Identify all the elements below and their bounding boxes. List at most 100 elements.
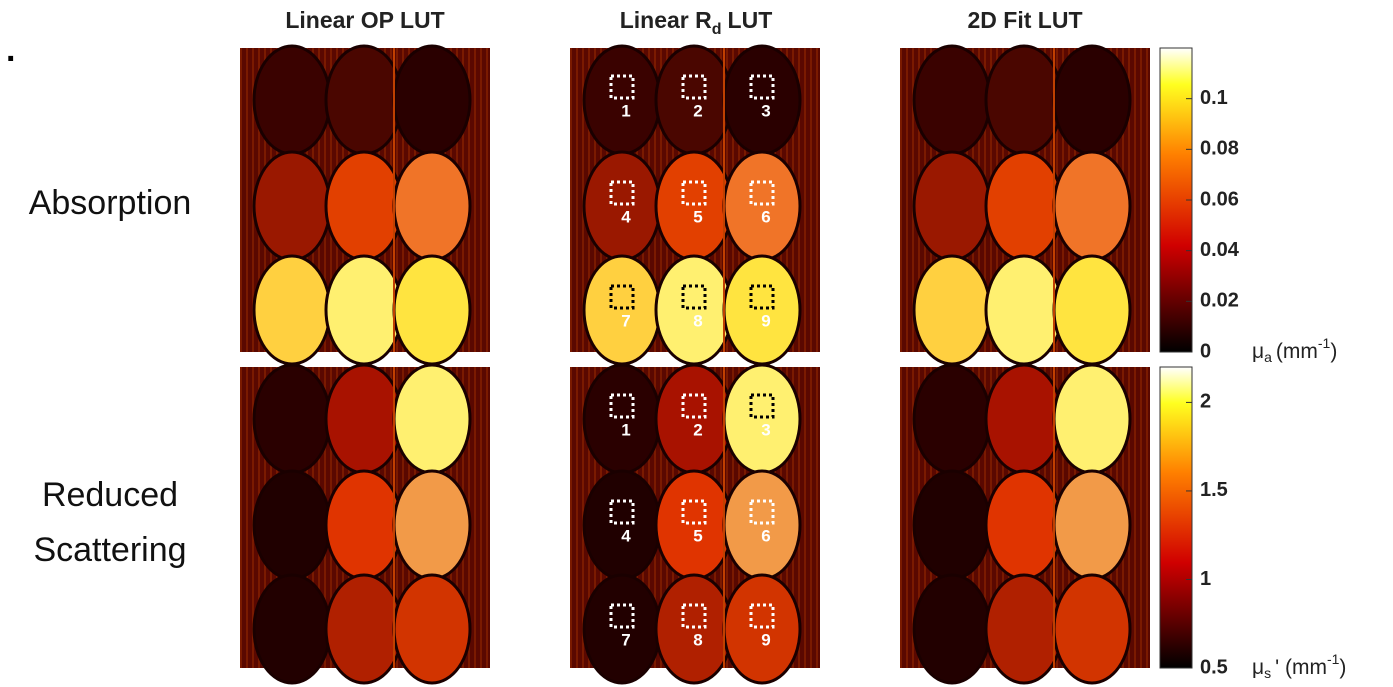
phantom-well bbox=[984, 254, 1064, 366]
roi-box bbox=[749, 74, 775, 100]
phantom-well bbox=[722, 254, 802, 366]
colorbar-tick-label: 2 bbox=[1200, 391, 1211, 413]
column-title: Linear OP LUT bbox=[285, 7, 444, 33]
subscript: a bbox=[1264, 349, 1272, 365]
subscript: s bbox=[1264, 665, 1271, 681]
close: ) bbox=[1339, 656, 1346, 679]
phantom-well bbox=[324, 363, 404, 475]
colorbar-label: μs ' (mm-1) bbox=[1252, 651, 1346, 681]
colorbar-tick-label: 0.5 bbox=[1200, 656, 1228, 678]
phantom-well bbox=[912, 44, 992, 156]
roi-box bbox=[681, 393, 707, 419]
phantom-well bbox=[582, 150, 662, 262]
phantom-well bbox=[582, 363, 662, 475]
phantom-well bbox=[252, 363, 332, 475]
roi-box bbox=[609, 393, 635, 419]
roi-label: 6 bbox=[761, 207, 770, 226]
column-title: Linear Rd LUT bbox=[620, 7, 773, 38]
phantom-well bbox=[912, 573, 992, 685]
phantom-well bbox=[324, 44, 404, 156]
unit: ' (mm bbox=[1275, 656, 1327, 679]
phantom-well bbox=[582, 469, 662, 581]
phantom-well bbox=[654, 254, 734, 366]
roi-box bbox=[749, 180, 775, 206]
roi-box bbox=[609, 284, 635, 310]
colorbar-tick-label: 0.02 bbox=[1200, 290, 1239, 312]
phantom-well bbox=[582, 254, 662, 366]
colorbar-tick-label: 0.04 bbox=[1200, 239, 1240, 261]
phantom-well bbox=[984, 150, 1064, 262]
phantom-well bbox=[324, 254, 404, 366]
roi-label: 8 bbox=[693, 311, 702, 330]
phantom-well bbox=[654, 150, 734, 262]
symbol: μ bbox=[1252, 656, 1264, 679]
roi-box bbox=[749, 603, 775, 629]
row-label: Reduced bbox=[42, 476, 178, 514]
phantom-well bbox=[654, 44, 734, 156]
phantom-well bbox=[324, 469, 404, 581]
phantom-well bbox=[654, 363, 734, 475]
colorbar bbox=[1159, 366, 1193, 669]
phantom-well bbox=[252, 469, 332, 581]
phantom-well bbox=[912, 150, 992, 262]
superscript: -1 bbox=[1318, 335, 1331, 351]
phantom-well bbox=[252, 44, 332, 156]
roi-label: 9 bbox=[761, 630, 770, 649]
row-label: Scattering bbox=[33, 531, 186, 569]
colorbar-tick-label: 0.1 bbox=[1200, 87, 1228, 109]
phantom-well bbox=[392, 44, 472, 156]
roi-box bbox=[749, 284, 775, 310]
phantom-well bbox=[252, 573, 332, 685]
phantom-well bbox=[392, 254, 472, 366]
phantom-well bbox=[654, 573, 734, 685]
roi-label: 2 bbox=[693, 101, 702, 120]
phantom-well bbox=[1052, 44, 1132, 156]
phantom-well bbox=[392, 363, 472, 475]
row-label: Absorption bbox=[29, 184, 192, 222]
colorbar-tick-label: 0 bbox=[1200, 340, 1211, 362]
roi-box bbox=[681, 499, 707, 525]
phantom-well bbox=[912, 469, 992, 581]
phantom-well bbox=[324, 150, 404, 262]
phantom-well bbox=[1052, 254, 1132, 366]
phantom-well bbox=[912, 254, 992, 366]
phantom-well bbox=[984, 469, 1064, 581]
superscript: -1 bbox=[1327, 651, 1340, 667]
roi-box bbox=[681, 74, 707, 100]
phantom-well bbox=[984, 363, 1064, 475]
roi-box bbox=[609, 74, 635, 100]
roi-box bbox=[749, 393, 775, 419]
phantom-well bbox=[912, 363, 992, 475]
roi-label: 3 bbox=[761, 420, 770, 439]
phantom-well bbox=[722, 150, 802, 262]
roi-box bbox=[609, 603, 635, 629]
phantom-well bbox=[984, 44, 1064, 156]
colorbar-tick-label: 1.5 bbox=[1200, 479, 1228, 501]
colorbar-tick-label: 1 bbox=[1200, 568, 1211, 590]
phantom-well bbox=[722, 573, 802, 685]
roi-box bbox=[609, 180, 635, 206]
roi-box bbox=[609, 499, 635, 525]
roi-label: 4 bbox=[621, 207, 631, 226]
roi-box bbox=[681, 603, 707, 629]
phantom-well bbox=[722, 363, 802, 475]
phantom-well bbox=[1052, 469, 1132, 581]
panel-marker: . bbox=[6, 31, 15, 69]
roi-box bbox=[681, 284, 707, 310]
phantom-well bbox=[392, 150, 472, 262]
phantom-well bbox=[1052, 363, 1132, 475]
roi-label: 5 bbox=[693, 207, 702, 226]
colorbar-tick-label: 0.08 bbox=[1200, 138, 1239, 160]
roi-label: 9 bbox=[761, 311, 770, 330]
phantom-well bbox=[582, 44, 662, 156]
unit: (mm bbox=[1276, 340, 1318, 363]
phantom-well bbox=[722, 469, 802, 581]
phantom-well bbox=[1052, 150, 1132, 262]
roi-label: 1 bbox=[621, 101, 630, 120]
phantom-well bbox=[252, 254, 332, 366]
column-title: 2D Fit LUT bbox=[968, 7, 1083, 33]
roi-box bbox=[749, 499, 775, 525]
roi-label: 7 bbox=[621, 630, 630, 649]
colorbar-tick-label: 0.06 bbox=[1200, 188, 1239, 210]
